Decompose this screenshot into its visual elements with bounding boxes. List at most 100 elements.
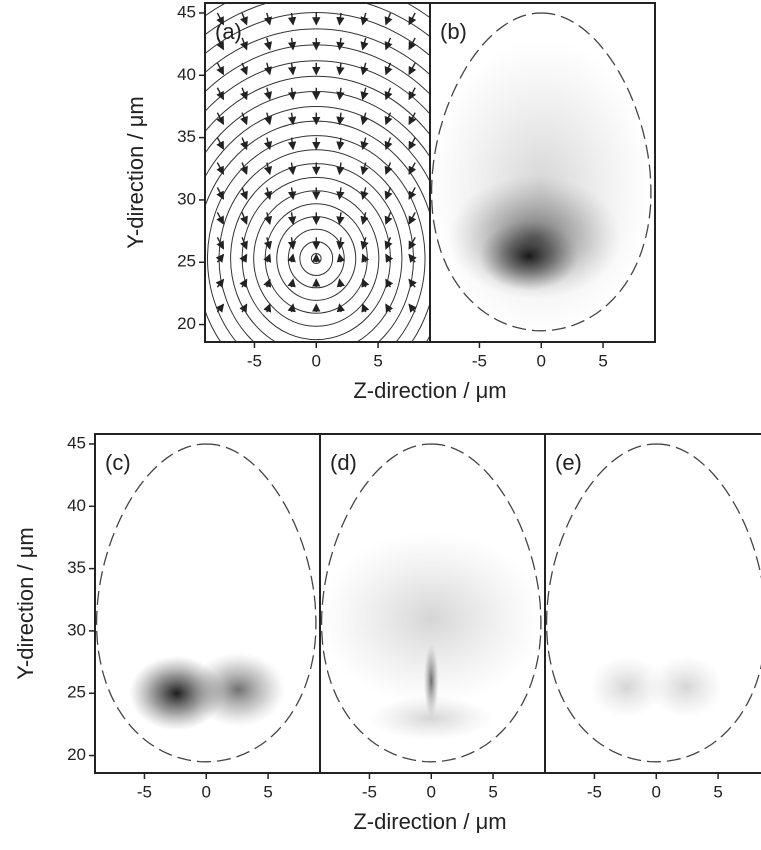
field-arrow bbox=[287, 37, 297, 51]
x-tick-label: -5 bbox=[247, 351, 262, 370]
field-arrow bbox=[287, 212, 297, 225]
panel-frame bbox=[429, 2, 656, 343]
field-arrow bbox=[336, 62, 345, 76]
field-arrow bbox=[263, 137, 273, 151]
y-axis-label: Y-direction / μm bbox=[13, 527, 38, 679]
field-arrow bbox=[336, 87, 345, 101]
field-arrow bbox=[240, 37, 248, 51]
x-tick-label: -5 bbox=[587, 782, 602, 801]
field-arrow bbox=[336, 162, 345, 176]
field-arrow bbox=[287, 253, 296, 263]
field-arrow bbox=[361, 253, 370, 263]
field-arrow bbox=[263, 112, 273, 126]
field-arrow bbox=[216, 212, 224, 225]
field-arrow bbox=[263, 253, 272, 263]
field-arrow bbox=[240, 137, 248, 151]
field-arrow bbox=[216, 37, 224, 51]
field-arrow bbox=[240, 12, 248, 26]
x-tick-label: 5 bbox=[488, 782, 497, 801]
panel: (d) -5 0 5 bbox=[319, 433, 546, 801]
field-arrow bbox=[240, 62, 248, 76]
y-tick-label: 30 bbox=[177, 189, 196, 208]
field-arrow bbox=[263, 62, 273, 76]
field-arrow bbox=[287, 303, 296, 313]
y-tick-label: 25 bbox=[67, 683, 86, 702]
panel: (e) -5 0 5 bbox=[544, 433, 761, 801]
field-arrow bbox=[336, 212, 345, 225]
field-arrow bbox=[287, 62, 297, 76]
panel-label: (b) bbox=[440, 19, 467, 44]
field-arrow bbox=[360, 112, 369, 126]
density-blob bbox=[589, 656, 664, 719]
field-arrow bbox=[263, 212, 273, 225]
field-arrow bbox=[336, 37, 345, 51]
density-blob bbox=[369, 695, 494, 741]
field-arrow bbox=[360, 187, 369, 201]
x-tick-label: -5 bbox=[362, 782, 377, 801]
field-arrow bbox=[384, 62, 393, 76]
field-arrow bbox=[263, 12, 273, 26]
field-arrow bbox=[384, 162, 393, 176]
x-axis-label: Z-direction / μm bbox=[353, 378, 506, 403]
contour bbox=[205, 75, 430, 136]
field-arrow bbox=[408, 253, 417, 263]
field-arrow bbox=[240, 162, 248, 176]
field-arrow bbox=[408, 187, 417, 200]
field-arrow bbox=[216, 87, 224, 101]
field-arrow bbox=[360, 137, 369, 151]
plot-area bbox=[205, 3, 430, 342]
field-arrow bbox=[263, 187, 273, 201]
field-arrow bbox=[287, 278, 296, 288]
contour bbox=[205, 12, 430, 57]
field-arrow bbox=[263, 37, 273, 51]
field-arrow bbox=[360, 87, 369, 101]
field-arrow bbox=[216, 187, 224, 200]
field-arrow bbox=[240, 87, 248, 101]
field-arrow bbox=[361, 303, 370, 313]
field-arrow bbox=[408, 212, 417, 225]
field-arrow bbox=[408, 162, 417, 175]
field-arrow bbox=[263, 303, 272, 313]
contour bbox=[205, 60, 430, 115]
field-arrow bbox=[360, 12, 369, 26]
density-blob bbox=[648, 656, 724, 719]
field-arrow bbox=[287, 187, 297, 201]
y-tick-label: 20 bbox=[177, 314, 196, 333]
panel-label: (e) bbox=[555, 450, 582, 475]
plot-area bbox=[321, 531, 541, 741]
cell-outline bbox=[95, 443, 317, 763]
field-arrow bbox=[408, 87, 417, 101]
field-arrow bbox=[408, 303, 417, 313]
y-tick-label: 40 bbox=[67, 496, 86, 515]
y-tick-label: 35 bbox=[177, 127, 196, 146]
field-arrow bbox=[336, 112, 345, 126]
field-arrow bbox=[336, 253, 345, 263]
field-arrow bbox=[384, 237, 393, 250]
field-arrow bbox=[384, 12, 393, 26]
x-tick-label: 0 bbox=[312, 351, 321, 370]
contour bbox=[205, 28, 430, 76]
cell-outline bbox=[320, 443, 542, 763]
field-arrow bbox=[336, 137, 345, 151]
field-arrow bbox=[240, 112, 248, 126]
field-arrow bbox=[384, 212, 393, 225]
field-arrow bbox=[263, 237, 273, 250]
field-arrow bbox=[239, 278, 248, 288]
field-arrow bbox=[263, 278, 272, 288]
field-arrow bbox=[384, 187, 393, 200]
field-arrow bbox=[287, 112, 297, 126]
field-arrow bbox=[216, 112, 224, 126]
field-arrow bbox=[336, 278, 345, 288]
panel: (c) -5 0 5 20 25 30 35 40 45 Z-direction / μm Y-dir… bbox=[13, 433, 507, 834]
field-arrow bbox=[360, 212, 369, 225]
field-arrow bbox=[360, 237, 369, 250]
panel-label: (a) bbox=[215, 19, 242, 44]
panel-label: (c) bbox=[105, 450, 131, 475]
field-arrow bbox=[408, 12, 417, 26]
cell-outline bbox=[545, 443, 761, 763]
field-arrow bbox=[408, 137, 417, 151]
field-arrow bbox=[385, 253, 394, 263]
y-tick-label: 40 bbox=[177, 65, 196, 84]
field-arrow bbox=[360, 37, 369, 51]
